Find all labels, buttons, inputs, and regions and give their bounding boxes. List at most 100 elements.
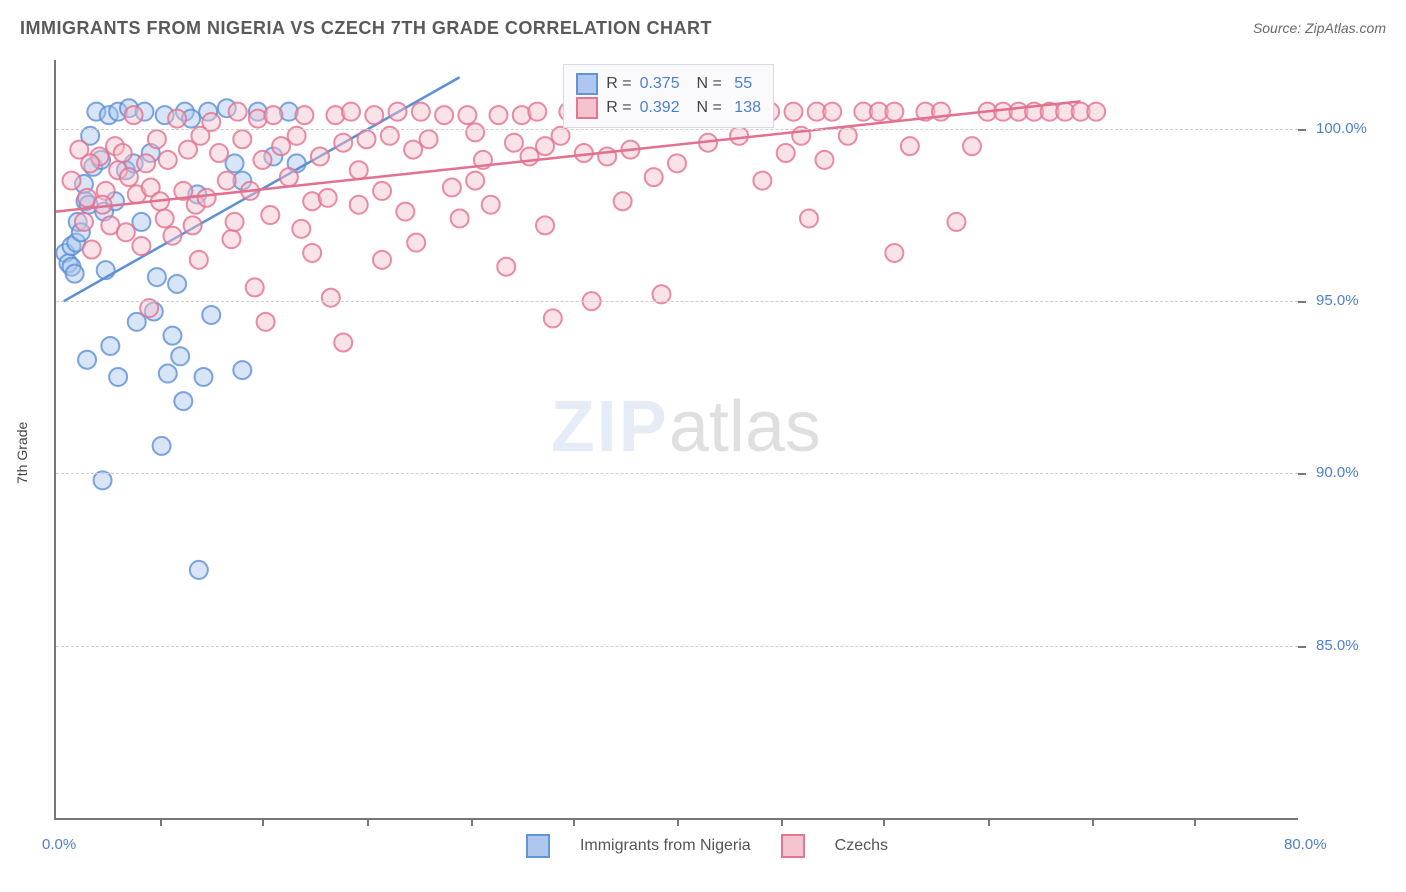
bottom-legend-swatch — [781, 834, 805, 858]
data-point — [114, 144, 132, 162]
stats-legend: R =0.375 N = 55R =0.392 N = 138 — [563, 64, 774, 128]
data-point — [334, 134, 352, 152]
data-point — [132, 237, 150, 255]
data-point — [229, 103, 247, 121]
data-point — [194, 368, 212, 386]
data-point — [815, 151, 833, 169]
data-point — [261, 206, 279, 224]
bottom-legend-label: Immigrants from Nigeria — [580, 837, 751, 855]
chart-title: IMMIGRANTS FROM NIGERIA VS CZECH 7TH GRA… — [20, 18, 712, 39]
data-point — [598, 147, 616, 165]
data-point — [303, 244, 321, 262]
legend-row: R = 0.375 N = 55 — [576, 73, 761, 95]
data-point — [823, 103, 841, 121]
source-label: Source: ZipAtlas.com — [1253, 20, 1386, 36]
data-point — [168, 275, 186, 293]
data-point — [536, 216, 554, 234]
data-point — [528, 103, 546, 121]
x-tick-label: 80.0% — [1284, 836, 1327, 853]
data-point — [963, 137, 981, 155]
plot-area — [54, 60, 1298, 820]
data-point — [412, 103, 430, 121]
data-point — [218, 172, 236, 190]
data-point — [482, 196, 500, 214]
y-tick-label: 85.0% — [1316, 637, 1359, 654]
r-value: 0.375 — [640, 75, 680, 93]
n-value: 55 — [730, 75, 752, 93]
data-point — [226, 154, 244, 172]
x-tick — [1194, 818, 1196, 826]
y-tick-label: 100.0% — [1316, 120, 1367, 137]
data-point — [83, 241, 101, 259]
x-tick — [573, 818, 575, 826]
x-tick — [781, 818, 783, 826]
data-point — [350, 196, 368, 214]
data-point — [404, 141, 422, 159]
data-point — [489, 106, 507, 124]
data-point — [78, 351, 96, 369]
legend-swatch — [576, 97, 598, 119]
data-point — [753, 172, 771, 190]
data-point — [350, 161, 368, 179]
data-point — [407, 234, 425, 252]
legend-swatch — [576, 73, 598, 95]
data-point — [257, 313, 275, 331]
data-point — [233, 130, 251, 148]
data-point — [645, 168, 663, 186]
data-point — [171, 347, 189, 365]
data-point — [125, 106, 143, 124]
data-point — [81, 154, 99, 172]
data-point — [544, 309, 562, 327]
data-point — [168, 110, 186, 128]
bottom-legend-swatch — [526, 834, 550, 858]
data-point — [420, 130, 438, 148]
data-point — [159, 365, 177, 383]
x-tick — [160, 818, 162, 826]
y-tick-label: 95.0% — [1316, 292, 1359, 309]
data-point — [1087, 103, 1105, 121]
r-label: R = — [606, 75, 631, 93]
data-point — [292, 220, 310, 238]
r-value: 0.392 — [640, 99, 680, 117]
data-point — [784, 103, 802, 121]
data-point — [295, 106, 313, 124]
data-point — [153, 437, 171, 455]
x-tick — [262, 818, 264, 826]
data-point — [668, 154, 686, 172]
legend-row: R =0.392 N = 138 — [576, 97, 761, 119]
data-point — [184, 216, 202, 234]
r-label: R = — [606, 99, 631, 117]
data-point — [358, 130, 376, 148]
data-point — [264, 106, 282, 124]
x-tick — [883, 818, 885, 826]
grid-line — [56, 473, 1298, 474]
data-point — [156, 209, 174, 227]
data-point — [365, 106, 383, 124]
data-point — [466, 123, 484, 141]
data-point — [163, 227, 181, 245]
x-tick — [677, 818, 679, 826]
data-point — [536, 137, 554, 155]
data-point — [777, 144, 795, 162]
data-point — [117, 223, 135, 241]
data-point — [497, 258, 515, 276]
data-point — [389, 103, 407, 121]
x-tick — [988, 818, 990, 826]
data-point — [226, 213, 244, 231]
x-tick-label: 0.0% — [42, 836, 76, 853]
data-point — [159, 151, 177, 169]
y-tick — [1298, 129, 1306, 131]
data-point — [458, 106, 476, 124]
n-label: N = — [688, 75, 722, 93]
data-point — [148, 130, 166, 148]
data-point — [885, 244, 903, 262]
data-point — [800, 209, 818, 227]
data-point — [75, 213, 93, 231]
data-point — [253, 151, 271, 169]
x-tick — [471, 818, 473, 826]
data-point — [222, 230, 240, 248]
data-point — [272, 137, 290, 155]
data-point — [443, 178, 461, 196]
grid-line — [56, 129, 1298, 130]
data-point — [885, 103, 903, 121]
